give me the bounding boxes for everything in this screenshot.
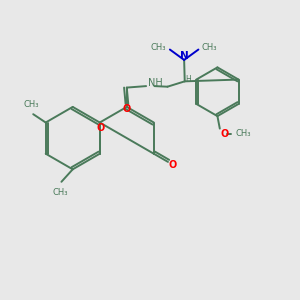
Text: H: H — [185, 75, 191, 84]
Text: N: N — [180, 51, 188, 61]
Text: O: O — [123, 104, 131, 114]
Text: NH: NH — [148, 77, 163, 88]
Text: CH₃: CH₃ — [151, 43, 166, 52]
Text: O: O — [96, 123, 104, 133]
Text: CH₃: CH₃ — [202, 43, 218, 52]
Text: O: O — [220, 129, 228, 139]
Text: O: O — [169, 160, 177, 170]
Text: CH₃: CH₃ — [24, 100, 40, 109]
Text: CH₃: CH₃ — [235, 129, 251, 138]
Text: CH₃: CH₃ — [52, 188, 68, 197]
